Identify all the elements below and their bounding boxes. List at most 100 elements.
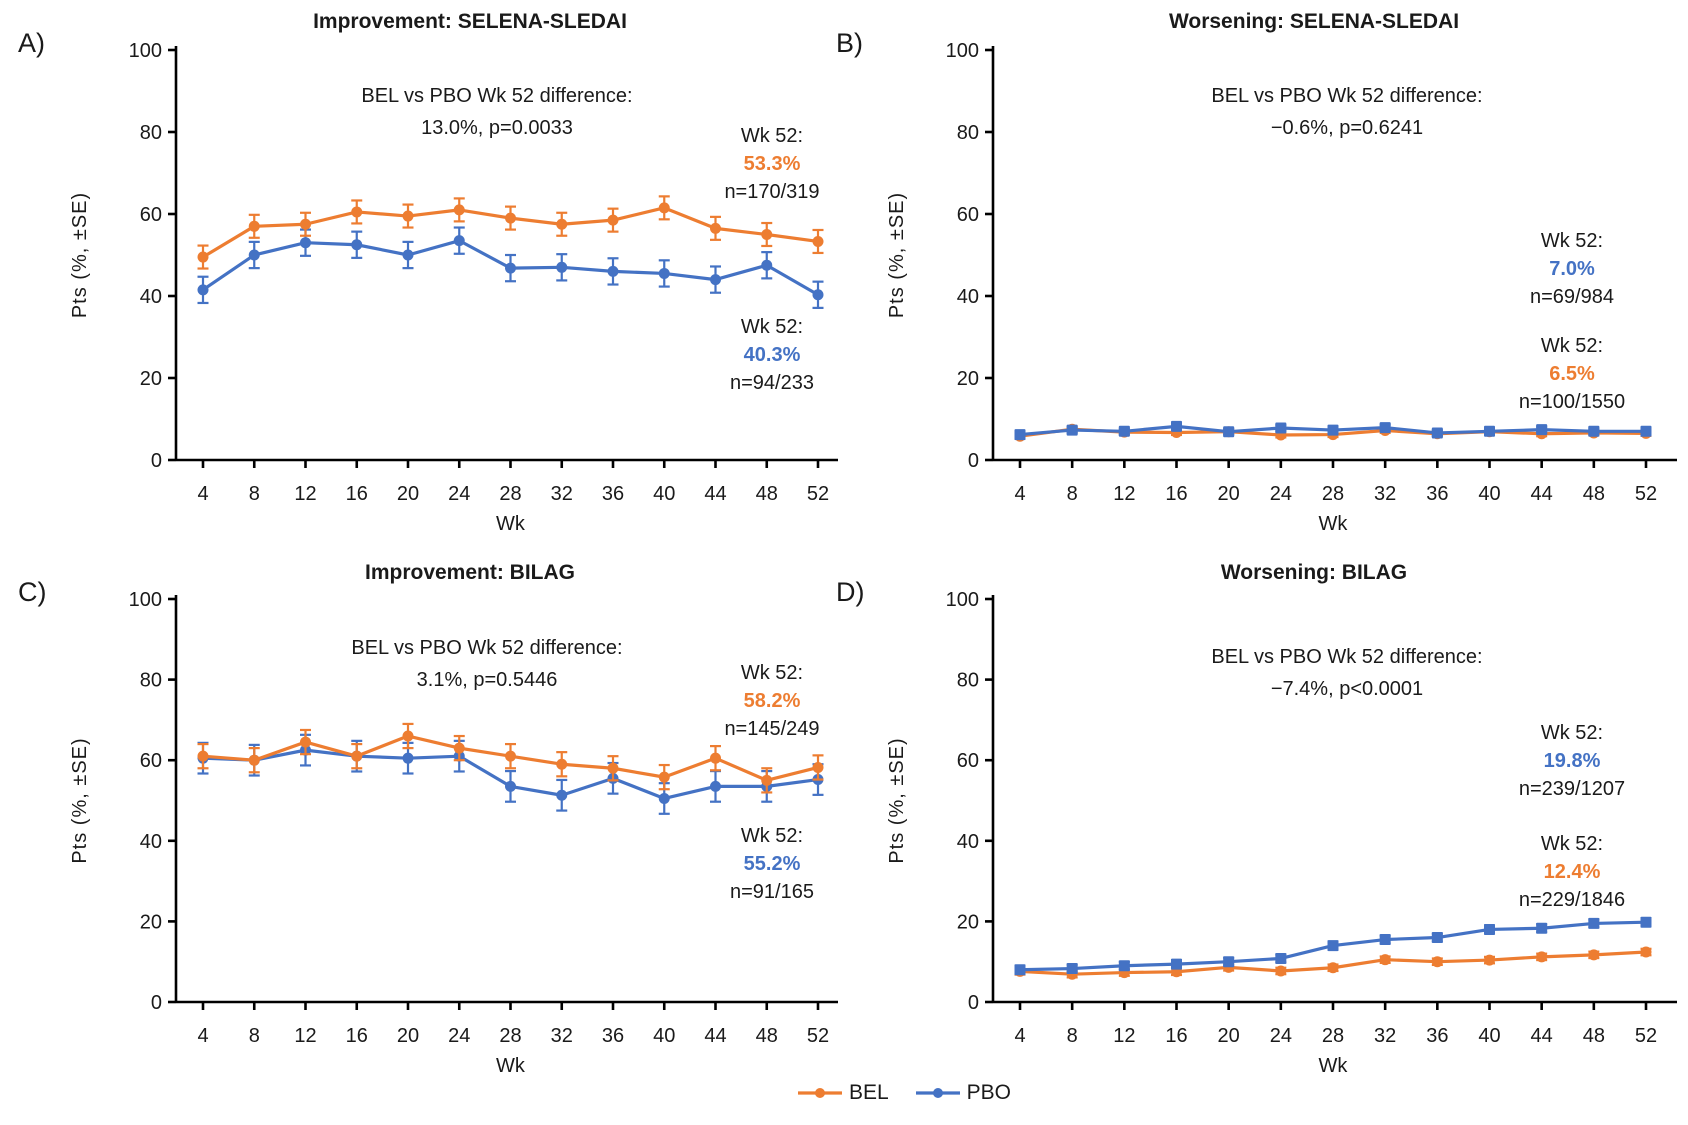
marker-square <box>1379 934 1391 946</box>
marker-circle <box>505 212 516 224</box>
x-tick-label: 28 <box>499 1025 521 1047</box>
marker-circle <box>402 210 414 222</box>
x-tick-label: 40 <box>1478 1025 1500 1047</box>
marker-square <box>1484 923 1495 935</box>
series-pbo-a <box>197 226 824 309</box>
legend-label-bel: BEL <box>848 1080 889 1104</box>
series-pbo-d <box>1014 916 1652 976</box>
panel-letter-d: D) <box>836 577 865 607</box>
chart-title-c: Improvement: BILAG <box>365 561 575 584</box>
x-tick-label: 4 <box>1014 483 1025 505</box>
y-tick-label: 60 <box>957 750 979 772</box>
marker-circle <box>402 249 414 261</box>
y-tick-label: 40 <box>957 831 979 853</box>
chart-title-a: Improvement: SELENA-SLEDAI <box>313 10 627 33</box>
annotation-line-c-1: 3.1%, p=0.5446 <box>417 669 558 691</box>
callout-a-pbo-line-0: Wk 52: <box>741 316 803 338</box>
marker-circle <box>607 214 619 226</box>
marker-circle <box>556 758 568 770</box>
marker-circle <box>1431 956 1443 968</box>
marker-circle <box>710 752 721 764</box>
y-tick-label: 100 <box>129 589 162 611</box>
marker-circle <box>761 229 773 240</box>
x-tick-label: 12 <box>1113 483 1135 505</box>
y-tick-label: 80 <box>957 122 979 144</box>
x-tick-label: 8 <box>249 1025 260 1047</box>
x-tick-label: 4 <box>197 483 208 505</box>
callout-d-pbo-line-1: 19.8% <box>1544 750 1601 772</box>
panel-c: C) Improvement: BILAG 0 20 40 60 80 100 4 8 12 16 20… <box>0 545 844 1077</box>
x-tick-label: 40 <box>653 1025 675 1047</box>
callout-c-pbo-line-0: Wk 52: <box>741 825 803 847</box>
marker-circle <box>1379 954 1391 966</box>
x-tick-label: 12 <box>294 483 316 505</box>
callout-d-bel-line-0: Wk 52: <box>1541 833 1603 855</box>
x-tick-label: 20 <box>397 483 419 505</box>
marker-square <box>1536 424 1548 436</box>
marker-circle <box>658 771 670 783</box>
x-tick-label: 24 <box>448 1025 470 1047</box>
marker-circle <box>556 218 568 230</box>
x-tick-label: 8 <box>1067 1025 1078 1047</box>
y-tick-label: 80 <box>140 670 162 692</box>
x-tick-label: 40 <box>1478 483 1500 505</box>
marker-circle <box>505 750 516 762</box>
marker-circle <box>1588 949 1600 961</box>
y-tick-label: 40 <box>957 286 979 308</box>
marker-square <box>1588 425 1600 437</box>
axes-a <box>168 46 838 468</box>
y-tick-label: 60 <box>957 204 979 226</box>
callout-b-pbo-line-1: 7.0% <box>1549 258 1595 280</box>
axes-d <box>985 595 1677 1010</box>
chart-title-b: Worsening: SELENA-SLEDAI <box>1169 10 1459 33</box>
marker-square <box>1536 922 1548 934</box>
callout-d-bel-line-1: 12.4% <box>1544 861 1601 883</box>
marker-square <box>1118 425 1130 437</box>
legend-item-bel: BEL <box>797 1081 889 1105</box>
marker-square <box>1066 424 1078 436</box>
marker-circle <box>761 774 773 786</box>
y-tick-label: 0 <box>968 992 979 1014</box>
y-tick-label: 60 <box>140 750 162 772</box>
error-bars <box>197 722 824 794</box>
marker-circle <box>505 780 516 792</box>
x-tick-label: 36 <box>602 1025 624 1047</box>
annotation-line-a-0: BEL vs PBO Wk 52 difference: <box>361 85 632 107</box>
x-axis-title: Wk <box>496 1055 526 1077</box>
marker-circle <box>812 235 824 247</box>
marker-square <box>1640 425 1652 437</box>
x-tick-label: 20 <box>397 1025 419 1047</box>
marker-circle <box>197 750 209 762</box>
marker-circle <box>1640 946 1652 958</box>
x-tick-label: 24 <box>1270 1025 1292 1047</box>
y-tick-label: 20 <box>957 911 979 933</box>
annotation-line-d-1: −7.4%, p<0.0001 <box>1271 678 1423 700</box>
x-tick-label: 36 <box>1426 483 1448 505</box>
y-tick-label: 40 <box>140 286 162 308</box>
marker-square <box>1223 426 1235 438</box>
y-tick-label: 0 <box>151 450 162 472</box>
callout-c-pbo-line-1: 55.2% <box>744 853 801 875</box>
annotation-line-d-0: BEL vs PBO Wk 52 difference: <box>1211 646 1482 668</box>
marker-square <box>1171 958 1182 970</box>
x-tick-label: 16 <box>346 483 368 505</box>
marker-square <box>1066 963 1078 975</box>
legend-marker-bel <box>814 1087 825 1098</box>
marker-circle <box>658 202 670 214</box>
callout-b-bel-line-1: 6.5% <box>1549 363 1595 385</box>
x-tick-label: 32 <box>551 483 573 505</box>
marker-circle <box>556 261 568 273</box>
callout-c-bel-line-0: Wk 52: <box>741 662 803 684</box>
series-bel-d <box>1014 946 1652 980</box>
y-tick-label: 0 <box>151 992 162 1014</box>
marker-circle <box>1484 954 1495 966</box>
y-tick-label: 100 <box>946 589 979 611</box>
series-bel-a <box>197 195 824 270</box>
callout-c-bel-line-2: n=145/249 <box>724 718 819 740</box>
x-tick-label: 28 <box>1322 1025 1344 1047</box>
marker-square <box>1327 940 1339 952</box>
callout-b-pbo-line-0: Wk 52: <box>1541 230 1603 252</box>
